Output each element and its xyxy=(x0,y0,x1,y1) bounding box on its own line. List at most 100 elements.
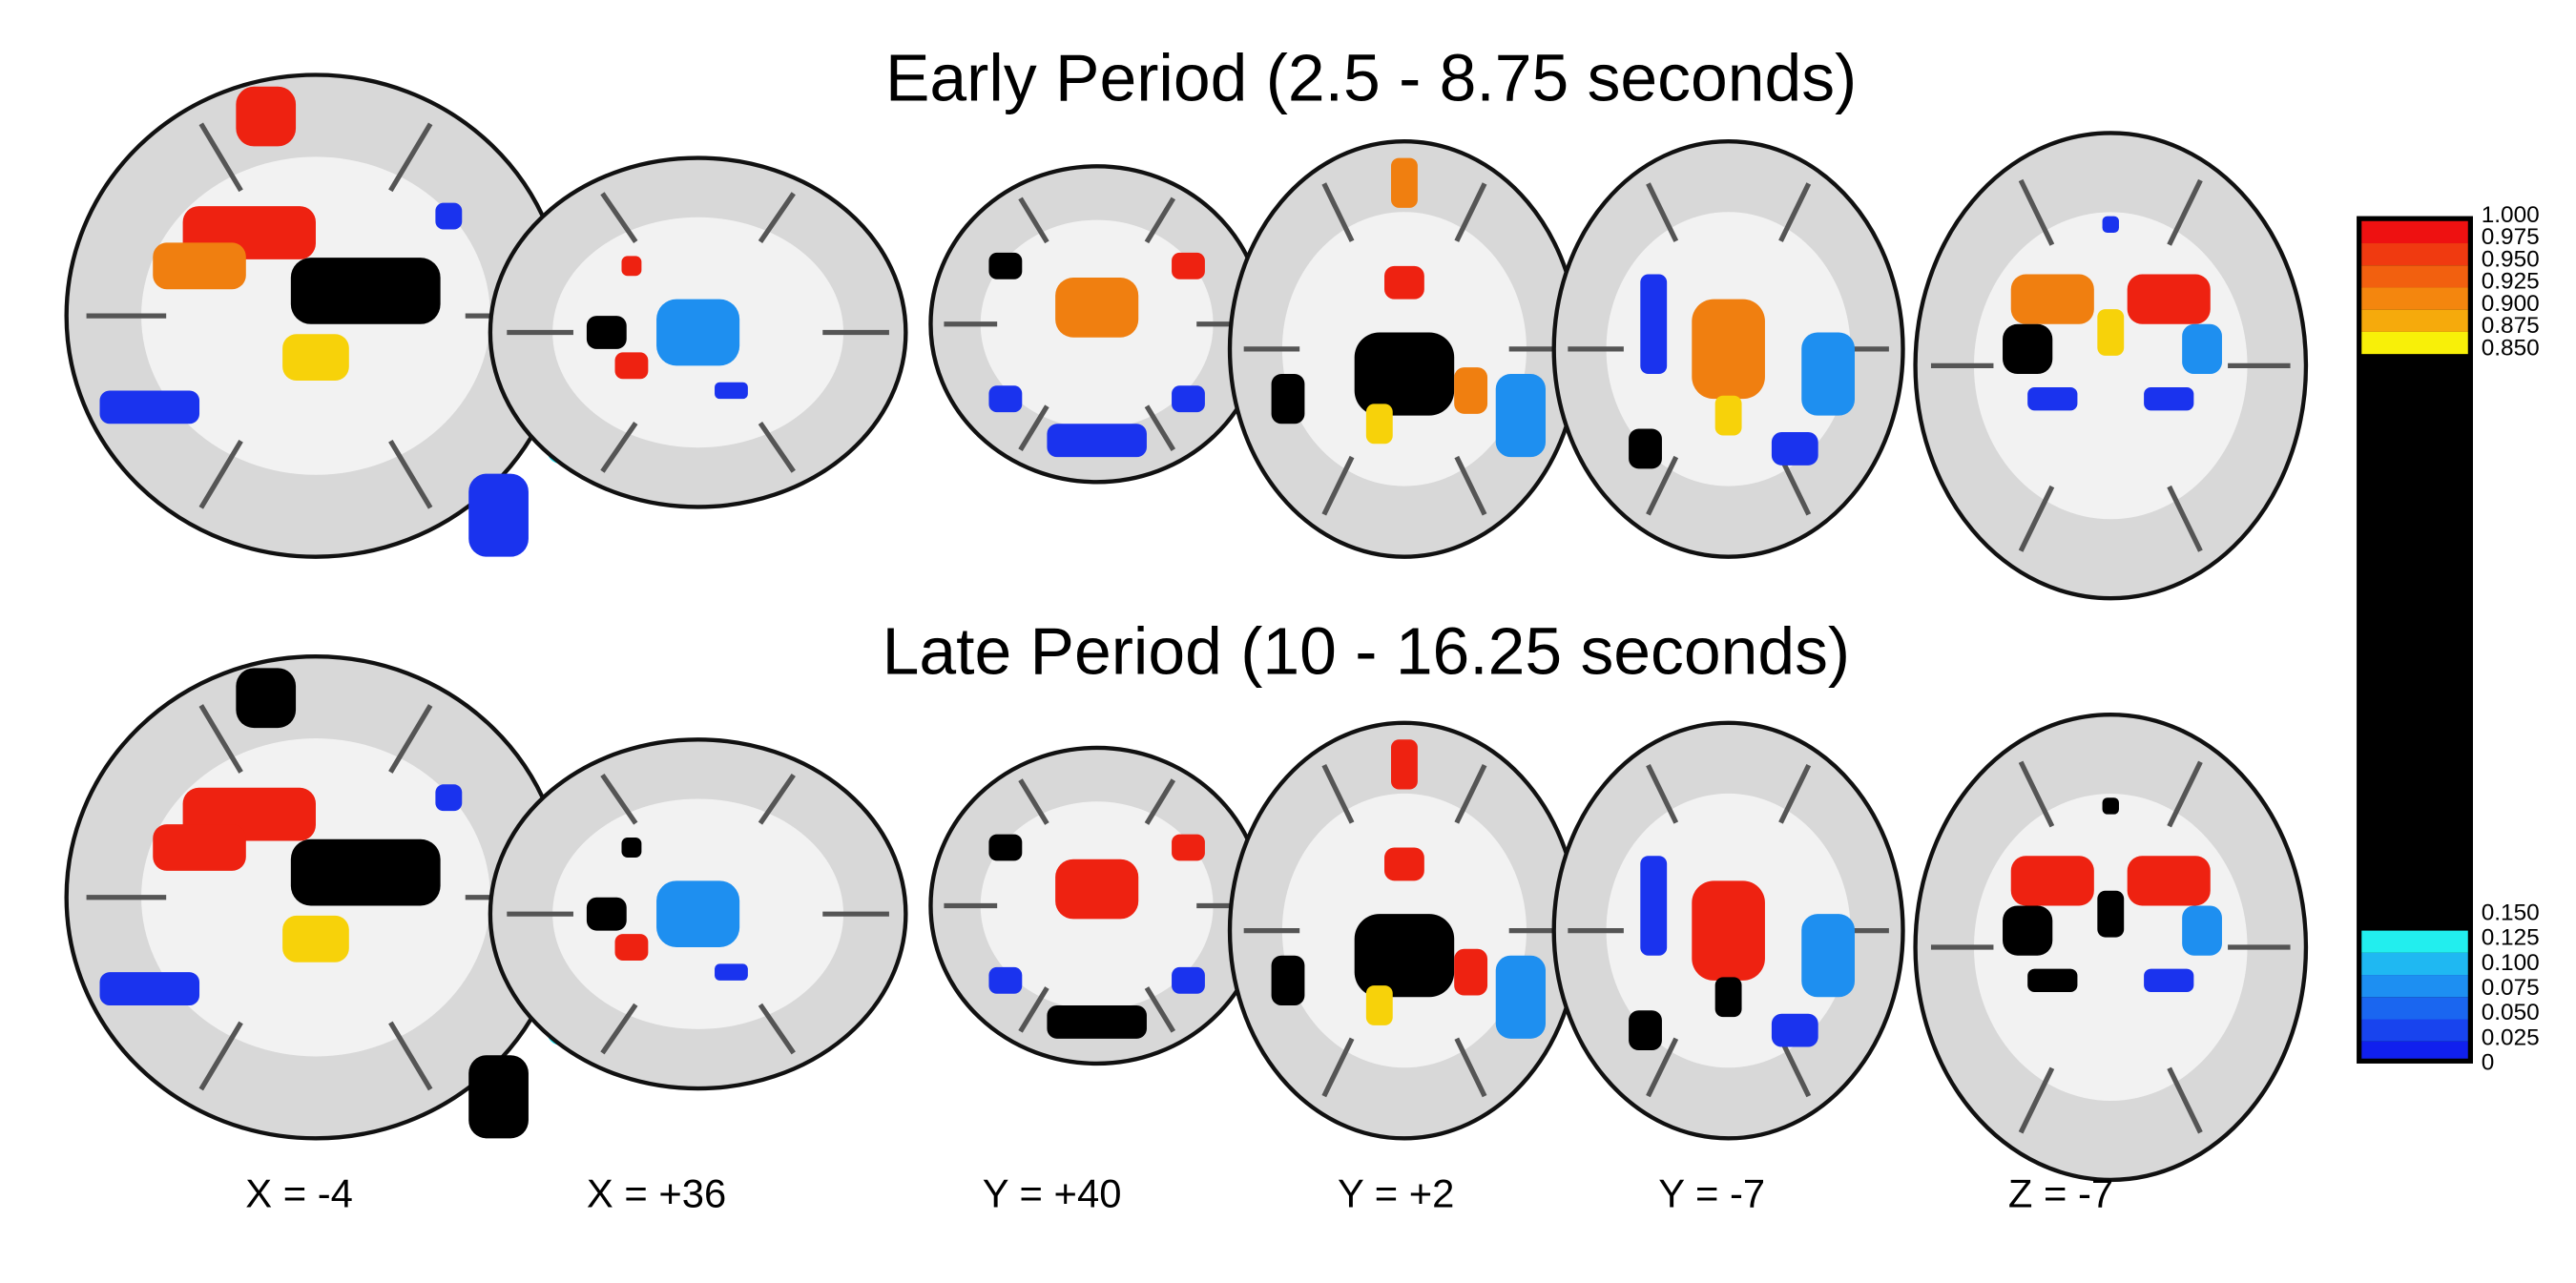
sulcus xyxy=(600,192,638,243)
slice-label: X = +36 xyxy=(587,1170,726,1215)
colorbar-segment xyxy=(2361,997,2468,1020)
colorbar-label: 0.150 xyxy=(2482,900,2540,926)
activation-cluster xyxy=(1495,955,1546,1039)
activation-cluster xyxy=(1714,977,1742,1018)
colorbar-label: 0.050 xyxy=(2482,1000,2540,1025)
activation-cluster xyxy=(2097,890,2125,938)
activation-cluster xyxy=(656,299,740,366)
sulcus xyxy=(1018,986,1049,1033)
activation-cluster xyxy=(468,473,529,557)
colorbar-label: 0.925 xyxy=(2482,269,2540,295)
activation-cluster xyxy=(2003,323,2053,375)
sulcus xyxy=(1144,404,1176,451)
activation-cluster xyxy=(2144,386,2194,411)
sulcus xyxy=(2018,1066,2055,1134)
sulcus xyxy=(1018,778,1049,825)
colorbar-label: 0.950 xyxy=(2482,246,2540,272)
sulcus xyxy=(198,704,243,774)
sulcus xyxy=(1321,182,1355,242)
slice-label: Y = +2 xyxy=(1338,1170,1454,1215)
activation-cluster xyxy=(621,838,642,858)
activation-cluster xyxy=(290,838,441,906)
sulcus xyxy=(758,192,796,243)
activation-cluster xyxy=(2102,216,2119,233)
activation-cluster xyxy=(2003,905,2053,956)
activation-cluster xyxy=(1640,274,1668,375)
activation-cluster xyxy=(1271,955,1305,1005)
slice-label: Z = -7 xyxy=(2008,1170,2113,1215)
activation-cluster xyxy=(99,390,200,424)
activation-cluster xyxy=(656,880,740,948)
slice-label: X = -4 xyxy=(245,1170,353,1215)
activation-cluster xyxy=(1047,424,1147,458)
colorbar-label: 0 xyxy=(2482,1049,2495,1075)
sulcus xyxy=(1646,1037,1679,1098)
activation-cluster xyxy=(1271,374,1305,424)
activation-cluster xyxy=(2102,797,2119,815)
slice-labels: X = -4 X = +36 Y = +40 Y = +2 Y = -7 Z = -7 xyxy=(245,1170,2113,1215)
activation-cluster xyxy=(586,897,627,931)
activation-cluster xyxy=(2127,856,2211,906)
sulcus xyxy=(600,422,638,473)
sulcus xyxy=(198,122,243,193)
colorbar-segment xyxy=(2361,243,2468,266)
activation-cluster xyxy=(1055,278,1139,338)
activation-cluster xyxy=(1365,404,1393,445)
activation-cluster xyxy=(988,834,1023,861)
activation-cluster xyxy=(1354,332,1455,416)
activation-cluster xyxy=(1629,1010,1662,1051)
activation-cluster xyxy=(1801,914,1855,998)
sulcus xyxy=(1018,404,1049,451)
activation-cluster xyxy=(1172,385,1205,413)
sulcus xyxy=(1778,1037,1812,1098)
activation-cluster xyxy=(236,668,297,729)
activation-cluster xyxy=(1640,856,1668,956)
sulcus xyxy=(1646,182,1679,242)
sulcus xyxy=(1018,197,1049,244)
colorbar-label: 0.075 xyxy=(2482,975,2540,1001)
colorbar-segment xyxy=(2361,952,2468,976)
sulcus xyxy=(388,704,433,774)
sulcus xyxy=(758,773,796,825)
activation-cluster xyxy=(1172,966,1205,994)
activation-cluster xyxy=(1172,252,1205,279)
activation-cluster xyxy=(988,252,1023,279)
sulcus xyxy=(388,439,433,509)
colorbar-label: 0.975 xyxy=(2482,224,2540,250)
sulcus xyxy=(1321,763,1355,824)
activation-cluster xyxy=(2027,386,2078,411)
activation-cluster xyxy=(1384,265,1424,300)
activation-cluster xyxy=(621,256,642,277)
sulcus xyxy=(1454,182,1487,242)
sulcus xyxy=(1454,1037,1487,1098)
activation-cluster xyxy=(153,824,246,871)
brain-slices xyxy=(64,72,2309,1183)
colorbar-segment xyxy=(2361,265,2468,288)
activation-cluster xyxy=(1692,880,1765,981)
activation-cluster xyxy=(1771,432,1818,466)
activation-cluster xyxy=(1771,1013,1818,1047)
sulcus xyxy=(1646,763,1679,824)
activation-cluster xyxy=(99,972,200,1005)
activation-cluster xyxy=(614,352,649,380)
activation-cluster xyxy=(1354,914,1455,998)
sulcus xyxy=(2018,485,2055,552)
activation-cluster xyxy=(1047,1004,1147,1039)
activation-cluster xyxy=(2027,968,2078,993)
sulcus xyxy=(1144,986,1176,1033)
sulcus xyxy=(198,439,243,509)
activation-cluster xyxy=(1365,985,1393,1025)
sulcus xyxy=(1778,763,1812,824)
colorbar-segment xyxy=(2361,287,2468,310)
activation-cluster xyxy=(1055,859,1139,920)
activation-cluster xyxy=(468,1055,529,1139)
activation-cluster xyxy=(1495,374,1546,458)
sulcus xyxy=(1646,455,1679,516)
activation-cluster xyxy=(282,915,349,962)
sulcus xyxy=(2167,178,2203,246)
colorbar-label: 0.125 xyxy=(2482,925,2540,951)
sulcus xyxy=(2167,760,2203,828)
colorbar-segment xyxy=(2361,975,2468,998)
